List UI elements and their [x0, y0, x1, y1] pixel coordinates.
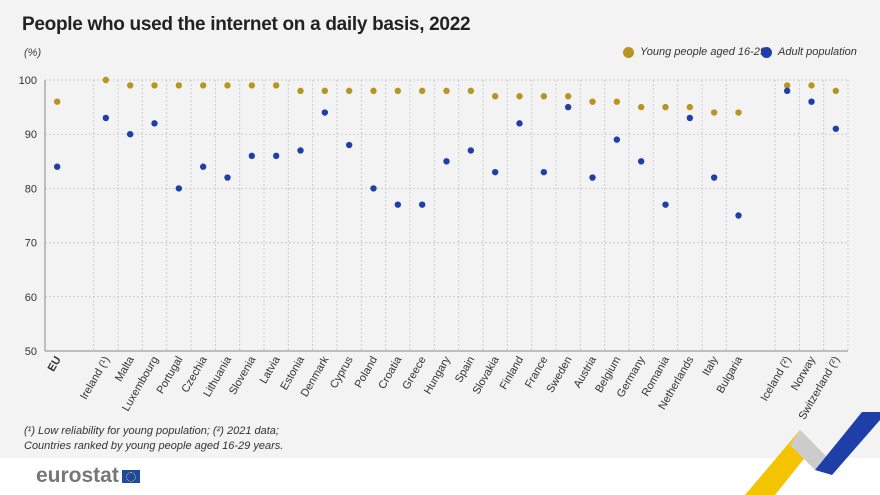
- point-young: [783, 82, 791, 89]
- point-adult: [370, 185, 377, 192]
- point-young: [491, 93, 499, 100]
- point-young: [175, 82, 183, 89]
- point-young: [199, 82, 207, 89]
- point-adult: [297, 147, 304, 154]
- point-adult: [102, 114, 110, 122]
- point-young: [370, 87, 377, 95]
- point-adult: [151, 120, 158, 127]
- eurostat-logo: eurostat: [36, 464, 140, 488]
- point-adult: [540, 168, 548, 176]
- x-tick-label: Finland: [498, 355, 526, 392]
- point-adult: [589, 174, 596, 181]
- y-tick-label: 50: [25, 346, 37, 358]
- point-adult: [418, 201, 426, 208]
- point-adult: [126, 131, 134, 138]
- point-young: [516, 93, 523, 100]
- y-tick-label: 80: [25, 183, 37, 195]
- point-adult: [224, 174, 231, 181]
- x-tick-label: Latvia: [258, 354, 284, 386]
- point-young: [613, 98, 621, 105]
- point-young: [710, 109, 718, 116]
- x-tick-label: Malta: [113, 354, 137, 384]
- y-tick-label: 100: [19, 75, 37, 87]
- chart-title: People who used the internet on a daily …: [22, 14, 471, 35]
- point-adult: [175, 185, 183, 192]
- point-adult: [808, 98, 815, 105]
- y-axis-unit: (%): [24, 47, 42, 59]
- point-young: [589, 98, 596, 105]
- point-adult: [832, 125, 840, 132]
- point-young: [272, 82, 280, 89]
- footnote: Countries ranked by young people aged 16…: [24, 440, 284, 452]
- x-tick-label: Spain: [453, 355, 477, 385]
- point-adult: [467, 147, 475, 154]
- point-adult: [710, 174, 718, 181]
- legend-dot: [623, 46, 634, 58]
- point-young: [321, 87, 329, 95]
- point-young: [443, 87, 450, 95]
- point-young: [126, 82, 134, 89]
- eu-flag-icon: [121, 469, 140, 483]
- point-adult: [564, 103, 572, 111]
- x-tick-label: Iceland (²): [759, 355, 794, 404]
- y-tick-label: 70: [25, 238, 37, 250]
- point-young: [735, 109, 742, 116]
- point-adult: [248, 152, 256, 160]
- point-adult: [662, 201, 669, 208]
- point-young: [224, 82, 231, 89]
- legend-item-adult: Adult population: [761, 46, 857, 58]
- point-adult: [272, 152, 280, 160]
- y-tick-label: 60: [25, 292, 37, 304]
- point-adult: [345, 141, 353, 149]
- point-young: [248, 82, 256, 89]
- point-adult: [491, 168, 499, 176]
- point-young: [53, 98, 61, 105]
- point-young: [564, 93, 572, 100]
- x-tick-label: Ireland (¹): [78, 355, 112, 402]
- point-young: [540, 93, 548, 100]
- x-tick-label: Italy: [700, 354, 721, 378]
- point-adult: [783, 87, 791, 95]
- point-adult: [394, 201, 402, 208]
- point-young: [686, 103, 694, 111]
- point-young: [467, 87, 475, 95]
- point-young: [637, 103, 645, 111]
- chart-background: [0, 0, 880, 458]
- point-young: [151, 82, 158, 89]
- y-tick-label: 90: [25, 129, 37, 141]
- x-tick-label: EU: [46, 354, 64, 373]
- point-adult: [686, 114, 694, 122]
- point-young: [102, 76, 110, 84]
- point-adult: [637, 158, 645, 165]
- point-adult: [613, 136, 621, 143]
- point-adult: [199, 163, 207, 170]
- point-young: [808, 82, 815, 89]
- point-young: [832, 87, 840, 95]
- point-young: [418, 87, 426, 95]
- point-adult: [735, 212, 742, 219]
- legend-item-young: Young people aged 16-29: [623, 46, 766, 58]
- point-young: [394, 87, 402, 95]
- x-tick-label: Cyprus: [328, 354, 356, 391]
- footnote: (¹) Low reliability for young population…: [24, 425, 279, 437]
- legend-dot: [761, 46, 772, 58]
- point-adult: [443, 158, 450, 165]
- point-young: [297, 87, 304, 95]
- point-adult: [516, 120, 523, 127]
- point-adult: [53, 163, 61, 170]
- point-young: [662, 103, 669, 111]
- point-adult: [321, 109, 329, 116]
- point-young: [345, 87, 353, 95]
